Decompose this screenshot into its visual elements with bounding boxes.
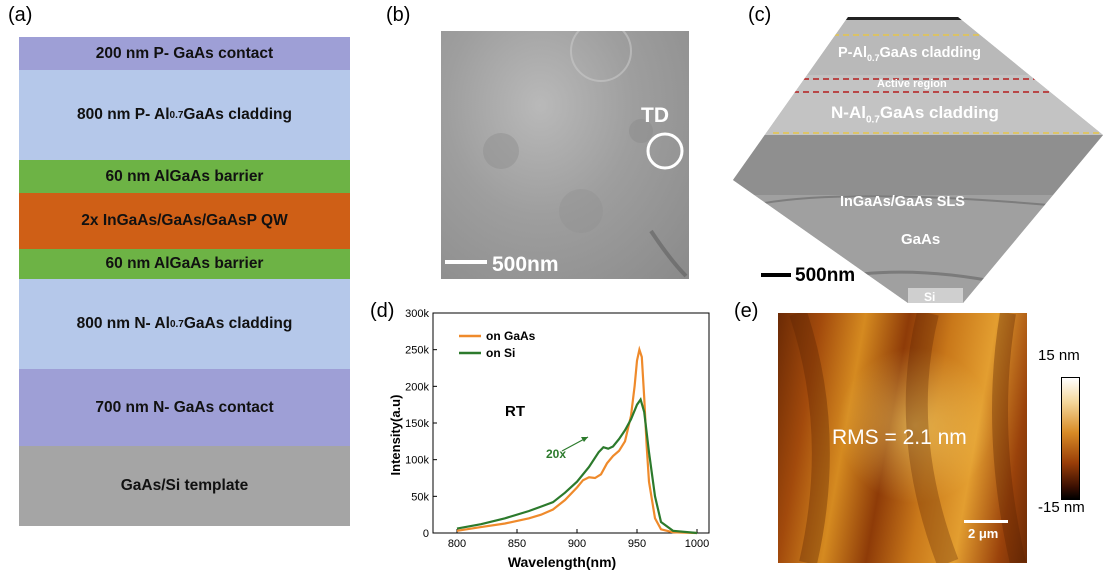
tem-plan-view-image bbox=[441, 31, 689, 279]
panel-label-e: (e) bbox=[734, 300, 759, 322]
panel-label-b: (b) bbox=[386, 4, 411, 26]
layer-template: GaAs/Si template bbox=[19, 446, 350, 526]
chart-lines bbox=[456, 345, 698, 535]
layer-p-cladding: 800 nm P- Al 0.7 GaAs cladding bbox=[19, 70, 350, 160]
x-tick-label: 900 bbox=[568, 538, 586, 550]
tem-cross-section-image bbox=[733, 17, 1103, 303]
legend-label: on GaAs bbox=[486, 329, 536, 343]
panel-label-a: (a) bbox=[8, 4, 33, 26]
layer-stack: 200 nm P- GaAs contact 800 nm P- Al 0.7 Ga… bbox=[19, 37, 350, 526]
scale-bar-c bbox=[761, 273, 791, 277]
scale-bar-e bbox=[964, 520, 1008, 523]
layer-n-cladding: 800 nm N- Al 0.7 GaAs cladding bbox=[19, 279, 350, 369]
pl-spectra-chart: 800 850 900 950 1000 0 50k 100k 150k 200k 250k 300k… bbox=[388, 308, 710, 570]
chart-axes: 800 850 900 950 1000 0 50k 100k 150k 200k 250k 300k bbox=[405, 308, 710, 550]
afm-image bbox=[778, 313, 1027, 563]
y-tick-label: 100k bbox=[405, 455, 429, 467]
rms-label: RMS = 2.1 nm bbox=[832, 426, 967, 449]
label-si: Si bbox=[924, 290, 936, 304]
tem-texture bbox=[445, 31, 688, 278]
annotation-arrowhead bbox=[581, 437, 588, 442]
series-line-on-gaas bbox=[456, 345, 698, 535]
x-tick-label: 800 bbox=[448, 538, 466, 550]
afm-texture bbox=[789, 313, 1026, 563]
x-tick-label: 850 bbox=[508, 538, 526, 550]
panel-label-d: (d) bbox=[370, 300, 395, 322]
layer-barrier-bottom: 60 nm AlGaAs barrier bbox=[19, 249, 350, 279]
annotation-rt: RT bbox=[505, 403, 525, 420]
panel-label-c: (c) bbox=[748, 4, 772, 26]
annotation-20x: 20x bbox=[546, 447, 566, 461]
label-sls: InGaAs/GaAs SLS bbox=[840, 194, 965, 210]
x-tick-label: 950 bbox=[628, 538, 646, 550]
scale-label-b: 500nm bbox=[492, 253, 559, 276]
y-tick-label: 300k bbox=[405, 308, 429, 320]
colorbar bbox=[1061, 377, 1080, 500]
layer-p-contact: 200 nm P- GaAs contact bbox=[19, 37, 350, 70]
series-line-on-si bbox=[456, 396, 698, 535]
y-tick-label: 50k bbox=[411, 491, 429, 503]
scale-bar-b bbox=[445, 260, 487, 264]
colorbar-min-label: -15 nm bbox=[1038, 499, 1085, 516]
chart-legend: on GaAs on Si bbox=[459, 329, 536, 360]
y-tick-label: 0 bbox=[423, 528, 429, 540]
y-tick-label: 250k bbox=[405, 345, 429, 357]
colorbar-max-label: 15 nm bbox=[1038, 347, 1080, 364]
y-axis-label: Intensity(a.u) bbox=[388, 395, 403, 476]
scale-label-c: 500nm bbox=[795, 265, 856, 286]
label-gaas: GaAs bbox=[901, 231, 941, 248]
label-n-cladding: N-Al0.7GaAs cladding bbox=[831, 103, 999, 126]
scale-label-e: 2 μm bbox=[968, 526, 999, 541]
y-tick-label: 200k bbox=[405, 381, 429, 393]
legend-label: on Si bbox=[486, 346, 515, 360]
layer-quantum-well: 2x InGaAs/GaAs/GaAsP QW bbox=[19, 193, 350, 249]
layer-n-contact: 700 nm N- GaAs contact bbox=[19, 369, 350, 446]
x-tick-label: 1000 bbox=[685, 538, 709, 550]
td-label: TD bbox=[641, 104, 669, 127]
y-tick-label: 150k bbox=[405, 418, 429, 430]
label-active-region: Active region bbox=[877, 78, 947, 90]
plot-frame bbox=[432, 312, 710, 534]
td-circle-marker bbox=[646, 132, 684, 170]
x-axis-label: Wavelength(nm) bbox=[508, 554, 616, 570]
layer-barrier-top: 60 nm AlGaAs barrier bbox=[19, 160, 350, 193]
label-p-cladding: P-Al0.7GaAs cladding bbox=[838, 45, 982, 63]
